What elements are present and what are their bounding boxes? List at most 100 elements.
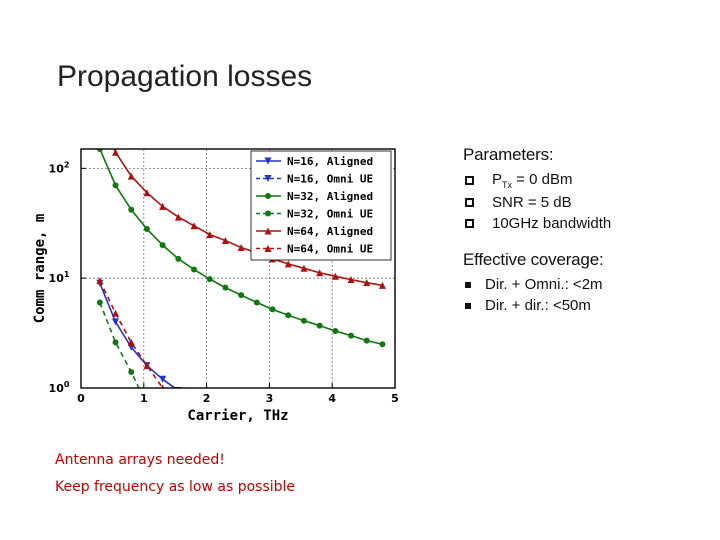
data-point — [265, 210, 271, 217]
y-tick-label: 102 — [49, 160, 70, 175]
data-point — [316, 269, 324, 277]
coverage-section: Effective coverage: Dir. + Omni.: <2m Di… — [463, 250, 713, 314]
series-3 — [96, 299, 140, 388]
slide-title: Propagation losses — [57, 60, 313, 93]
x-tick-label: 4 — [328, 392, 336, 405]
y-tick-base: 10 — [49, 382, 65, 395]
x-tick-label: 2 — [203, 392, 211, 405]
data-point — [264, 227, 272, 235]
legend-label: N=32, Aligned — [287, 190, 373, 203]
data-point — [112, 318, 120, 326]
data-point — [222, 284, 229, 291]
coverage-item: Dir. + Omni.: <2m — [463, 276, 713, 293]
param-ptx-sub: Tx — [502, 180, 513, 190]
data-point — [96, 299, 103, 306]
data-point — [264, 157, 272, 165]
legend-marker — [264, 245, 272, 252]
param-item-snr: SNR = 5 dB — [463, 194, 713, 211]
series-2 — [96, 149, 386, 348]
data-point — [332, 328, 339, 335]
data-point — [316, 322, 323, 329]
coverage-omni-label: Dir. + Omni.: <2m — [485, 276, 603, 293]
note-frequency: Keep frequency as low as possible — [55, 479, 296, 495]
data-point — [264, 245, 272, 252]
data-point — [175, 255, 182, 262]
y-tick-label: 100 — [49, 380, 70, 395]
data-point — [160, 384, 165, 388]
data-point — [284, 260, 292, 268]
y-tick-base: 10 — [49, 272, 65, 285]
data-point — [112, 182, 119, 189]
data-point — [237, 244, 245, 252]
y-tick-exp: 1 — [64, 270, 70, 279]
y-tick-exp: 2 — [64, 160, 70, 169]
coverage-item: Dir. + dir.: <50m — [463, 297, 713, 314]
param-bandwidth-label: 10GHz bandwidth — [492, 215, 612, 232]
data-point — [159, 242, 166, 249]
param-ptx-rest: = 0 dBm — [512, 171, 573, 188]
x-tick-label: 5 — [391, 392, 399, 405]
data-point — [190, 222, 198, 230]
data-point — [143, 226, 150, 233]
data-point — [363, 279, 371, 287]
data-point — [127, 338, 135, 346]
legend-box — [250, 150, 392, 261]
data-point — [96, 418, 103, 425]
data-point — [347, 276, 355, 284]
param-item-ptx: PTx = 0 dBm — [463, 171, 713, 190]
checkbox-bullet-icon — [465, 176, 474, 185]
data-point — [221, 237, 229, 245]
data-point — [285, 312, 292, 319]
data-point — [378, 281, 386, 289]
data-point — [127, 172, 135, 180]
data-point — [112, 149, 120, 156]
data-point — [191, 396, 198, 403]
data-point — [143, 189, 151, 197]
series-line — [99, 302, 140, 388]
legend-marker — [265, 193, 271, 199]
series-line — [100, 421, 131, 430]
data-point — [264, 175, 272, 182]
series-line — [99, 282, 177, 388]
info-panel: Parameters: PTx = 0 dBm SNR = 5 dB 10GHz… — [463, 145, 713, 318]
data-point — [331, 272, 339, 280]
x-tick-label: 1 — [140, 392, 148, 405]
data-point — [112, 339, 119, 346]
legend-label: N=16, Aligned — [287, 155, 373, 168]
plot-frame — [80, 148, 396, 389]
notes: Antenna arrays needed! Keep frequency as… — [55, 452, 295, 506]
square-bullet-icon — [465, 281, 471, 288]
data-point — [238, 292, 245, 299]
square-bullet-icon — [465, 302, 471, 309]
data-point — [379, 341, 386, 348]
legend-label: N=64, Omni UE — [287, 243, 373, 256]
y-tick-label: 101 — [49, 270, 70, 285]
data-point — [96, 277, 104, 285]
param-snr-label: SNR = 5 dB — [492, 194, 572, 211]
checkbox-bullet-icon — [465, 219, 474, 228]
data-point — [159, 202, 167, 210]
series-4 — [112, 149, 386, 289]
legend-label: N=16, Omni UE — [287, 173, 373, 186]
data-point — [191, 266, 198, 273]
y-tick-exp: 0 — [64, 380, 70, 389]
param-label: PTx = 0 dBm — [492, 171, 572, 190]
parameters-heading: Parameters: — [463, 145, 554, 164]
x-axis-label: Carrier, THz — [187, 408, 288, 424]
data-point — [300, 264, 308, 272]
legend-marker — [265, 210, 271, 217]
checkbox-bullet-icon — [465, 198, 474, 207]
data-point — [174, 213, 182, 221]
series-1 — [96, 418, 134, 430]
x-tick-label: 3 — [266, 392, 274, 405]
data-point — [300, 317, 307, 324]
data-point — [206, 230, 214, 238]
legend-marker — [264, 157, 272, 165]
legend-marker — [264, 175, 272, 182]
range-chart: 0 1 2 3 4 5 100 101 102 Carrier, THz Comm range, m… — [30, 140, 410, 430]
y-axis-label: Comm range, m — [32, 214, 48, 324]
note-antenna: Antenna arrays needed! — [55, 452, 225, 468]
y-tick-base: 10 — [49, 162, 65, 175]
data-point — [348, 332, 355, 339]
